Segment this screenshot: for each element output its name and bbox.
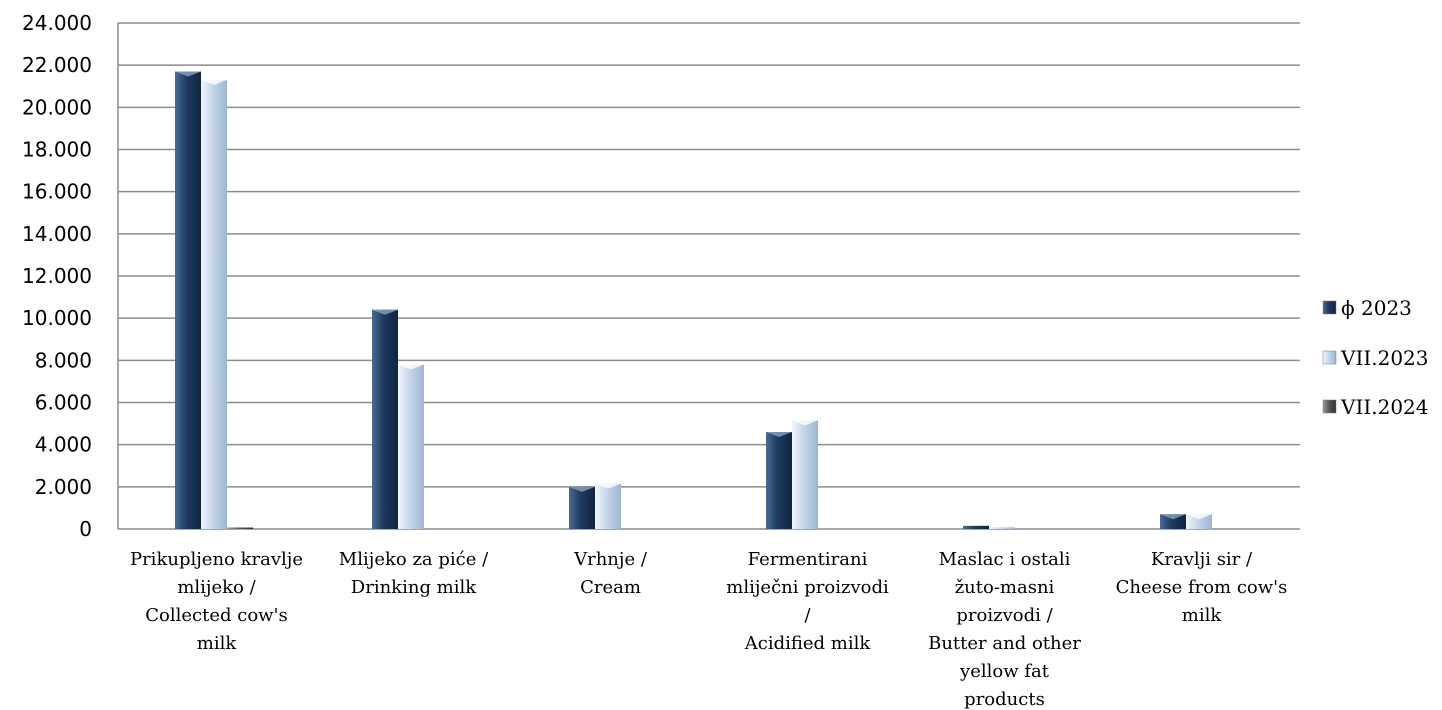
y-tick-label: 24.000	[22, 11, 92, 35]
y-tick-label: 22.000	[22, 53, 92, 77]
x-tick-label: milk	[197, 633, 238, 654]
bar	[963, 525, 989, 529]
bar-top-bevel	[1160, 514, 1186, 520]
y-tick-label: 12.000	[22, 264, 92, 288]
y-tick-label: 6.000	[35, 391, 92, 415]
bar-top-bevel	[1186, 514, 1212, 520]
bar	[766, 432, 792, 529]
x-tick-label: Maslac i ostali	[939, 549, 1071, 570]
y-tick-label: 2.000	[35, 475, 92, 499]
legend-swatch	[1322, 350, 1337, 365]
x-tick-label: yellow fat	[959, 661, 1050, 682]
y-tick-label: 10.000	[22, 306, 92, 330]
x-tick-label: Cream	[580, 577, 641, 598]
legend-label: VII.2024	[1340, 395, 1429, 419]
x-tick-label: mlijeko /	[177, 577, 256, 598]
x-tick-label: Kravlji sir /	[1151, 549, 1253, 570]
x-tick-label: Vrhnje /	[573, 549, 648, 570]
x-tick-label: Mlijeko za piće /	[339, 549, 489, 570]
x-tick-label: milk	[1182, 605, 1223, 626]
bar-top-bevel	[175, 71, 201, 77]
x-tick-label: Butter and other	[928, 633, 1081, 654]
bar	[201, 79, 227, 530]
bar-top-bevel	[398, 364, 424, 370]
y-tick-label: 8.000	[35, 348, 92, 372]
bar-top-bevel	[201, 79, 227, 85]
bar	[595, 483, 621, 529]
bar	[372, 309, 398, 529]
x-tick-label: Collected cow's	[145, 605, 288, 626]
bar	[175, 71, 201, 529]
x-tick-label: proizvodi /	[956, 605, 1053, 626]
y-tick-label: 20.000	[22, 95, 92, 119]
x-tick-label: /	[804, 605, 811, 626]
bar	[227, 527, 253, 529]
bar-top-bevel	[372, 309, 398, 315]
y-tick-label: 18.000	[22, 138, 92, 162]
bars	[175, 71, 1212, 530]
bar	[1160, 514, 1186, 529]
x-tick-label: mliječni proizvodi	[726, 577, 889, 598]
y-tick-label: 16.000	[22, 180, 92, 204]
x-tick-label: žuto-masni	[955, 577, 1055, 598]
y-tick-label: 0	[79, 517, 92, 541]
bar	[398, 364, 424, 529]
x-axis: Prikupljeno kravlje mlijeko / Collected co…	[130, 549, 1287, 710]
legend-swatch	[1322, 300, 1337, 315]
bar-top-bevel	[792, 420, 818, 426]
x-tick-label: Acidified milk	[744, 633, 872, 654]
bar-top-bevel	[569, 486, 595, 492]
legend-label: ϕ 2023	[1341, 296, 1412, 320]
gridlines	[118, 22, 1300, 488]
legend: ϕ 2023 VII.2023 VII.2024	[1322, 296, 1429, 419]
bar-top-bevel	[595, 483, 621, 489]
x-tick-label: products	[964, 689, 1045, 710]
bar	[1186, 514, 1212, 529]
legend-swatch	[1322, 399, 1337, 414]
legend-label: VII.2023	[1340, 346, 1429, 370]
y-tick-label: 14.000	[22, 222, 92, 246]
y-axis: 0 2.000 4.000 6.000 8.000 10.000 12.000 14.000 1…	[22, 11, 1300, 541]
x-tick-label: Drinking milk	[351, 577, 477, 598]
bar	[569, 486, 595, 529]
x-tick-label: Fermentirani	[748, 549, 868, 570]
x-tick-label: Prikupljeno kravlje	[130, 549, 303, 570]
x-tick-label: Cheese from cow's	[1116, 577, 1288, 598]
bar	[792, 420, 818, 529]
y-tick-label: 4.000	[35, 433, 92, 457]
bar	[989, 527, 1015, 529]
bar-top-bevel	[766, 432, 792, 438]
